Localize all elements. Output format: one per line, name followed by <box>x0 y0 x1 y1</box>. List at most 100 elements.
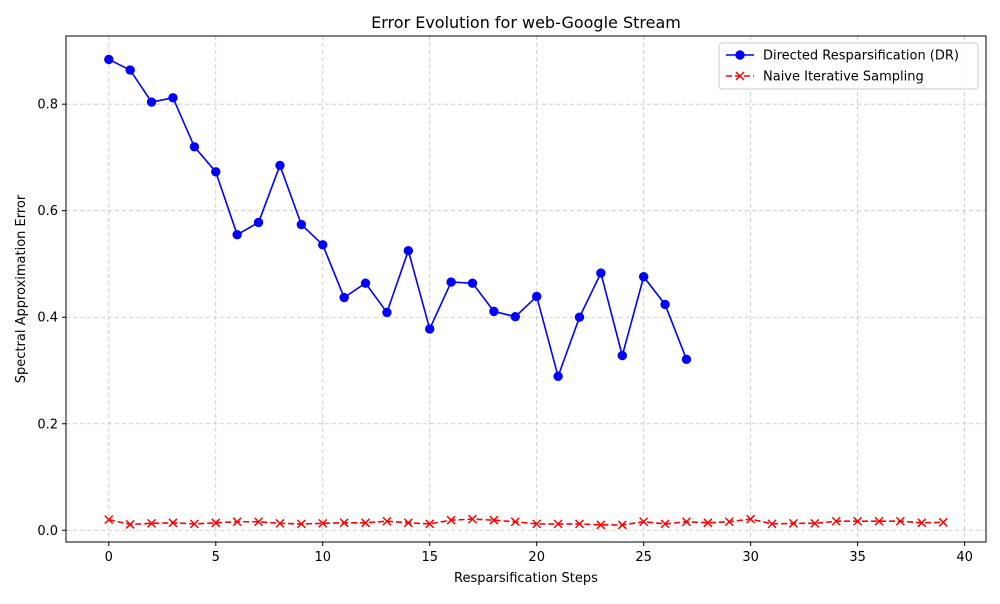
data-point <box>146 97 157 107</box>
data-point <box>446 277 456 287</box>
x-tick-label: 35 <box>849 550 866 565</box>
data-point <box>296 219 307 230</box>
data-point <box>596 268 606 278</box>
y-tick-label: 0.4 <box>37 311 58 326</box>
data-point <box>318 240 328 250</box>
data-point <box>938 517 948 527</box>
data-point <box>489 515 499 525</box>
data-point <box>339 518 349 528</box>
data-point <box>553 371 563 382</box>
data-point <box>168 93 178 103</box>
data-point <box>895 516 905 526</box>
data-point <box>660 519 670 529</box>
data-point <box>917 518 927 528</box>
data-point <box>467 278 478 288</box>
data-point <box>339 292 349 303</box>
data-point <box>746 514 756 524</box>
legend: Directed Resparsification (DR) Naive Iter… <box>718 42 979 90</box>
data-point <box>254 517 264 527</box>
data-point <box>147 518 157 528</box>
x-tick-label: 20 <box>528 550 545 565</box>
series-dr <box>104 54 692 382</box>
y-tick-label: 0.2 <box>37 417 58 432</box>
series-layer <box>104 54 948 530</box>
data-point <box>639 517 649 527</box>
data-point <box>382 307 392 318</box>
data-point <box>638 272 649 282</box>
x-tick-label: 5 <box>212 550 220 565</box>
y-tick-label: 0.8 <box>37 98 58 113</box>
data-point <box>382 516 392 526</box>
y-tick-label: 0.6 <box>37 204 58 219</box>
data-point <box>574 519 585 529</box>
chart-title: Error Evolution for web-Google Stream <box>371 13 681 32</box>
data-point <box>831 516 841 526</box>
data-point <box>853 516 863 526</box>
data-point <box>125 65 135 75</box>
x-tick-label: 0 <box>105 550 113 565</box>
legend-marker <box>735 50 745 60</box>
data-point <box>425 519 435 529</box>
legend-label: Naive Iterative Sampling <box>763 70 924 85</box>
data-point <box>275 518 285 528</box>
data-point <box>596 520 606 530</box>
legend-box <box>718 42 979 90</box>
data-point <box>425 324 435 334</box>
data-point <box>681 517 691 527</box>
x-tick-label: 10 <box>314 550 331 565</box>
data-point <box>660 299 670 310</box>
data-point <box>510 311 521 322</box>
plot-area-frame <box>65 35 987 543</box>
data-point <box>232 229 242 240</box>
series-naive <box>104 514 948 530</box>
axis-ticks: 0 5 10 15 20 25 30 35 40 0.0 0.2 0.4 0.6 0.8 <box>37 98 973 565</box>
x-axis-label: Resparsification Steps <box>454 571 598 586</box>
grid-lines <box>66 36 986 542</box>
data-point <box>574 312 585 322</box>
data-point <box>296 519 306 529</box>
legend-item: Directed Resparsification (DR) <box>726 49 959 64</box>
data-point <box>681 354 692 365</box>
data-point <box>360 278 371 288</box>
x-tick-label: 40 <box>956 550 973 565</box>
data-point <box>617 520 627 530</box>
data-point <box>211 518 221 528</box>
data-point <box>874 516 884 526</box>
data-point <box>104 54 114 65</box>
data-point <box>617 350 627 361</box>
data-point <box>125 519 135 529</box>
data-point <box>361 518 371 528</box>
x-tick-label: 30 <box>742 550 759 565</box>
data-point <box>318 518 328 528</box>
data-point <box>189 519 199 529</box>
data-point <box>104 515 114 525</box>
y-axis-label: Spectral Approximation Error <box>14 194 29 383</box>
data-point <box>703 518 713 528</box>
data-point <box>767 519 777 529</box>
data-point <box>253 217 264 228</box>
data-point <box>403 518 413 528</box>
legend-label: Directed Resparsification (DR) <box>763 49 959 64</box>
data-point <box>189 142 200 152</box>
data-point <box>446 515 456 525</box>
data-point <box>275 160 285 171</box>
x-tick-label: 25 <box>635 550 652 565</box>
data-point <box>467 514 478 524</box>
data-point <box>532 519 542 529</box>
legend-item: Naive Iterative Sampling <box>726 70 924 85</box>
data-point <box>211 167 221 177</box>
data-point <box>232 517 242 527</box>
data-point <box>531 291 542 302</box>
data-point <box>553 519 563 529</box>
series-line <box>108 518 944 526</box>
legend-marker <box>735 71 745 81</box>
data-point <box>510 517 520 527</box>
data-point <box>403 245 414 256</box>
data-point <box>810 518 820 528</box>
y-tick-label: 0.0 <box>37 524 58 539</box>
series-line <box>108 58 688 380</box>
data-point <box>168 518 178 528</box>
data-point <box>724 517 734 527</box>
